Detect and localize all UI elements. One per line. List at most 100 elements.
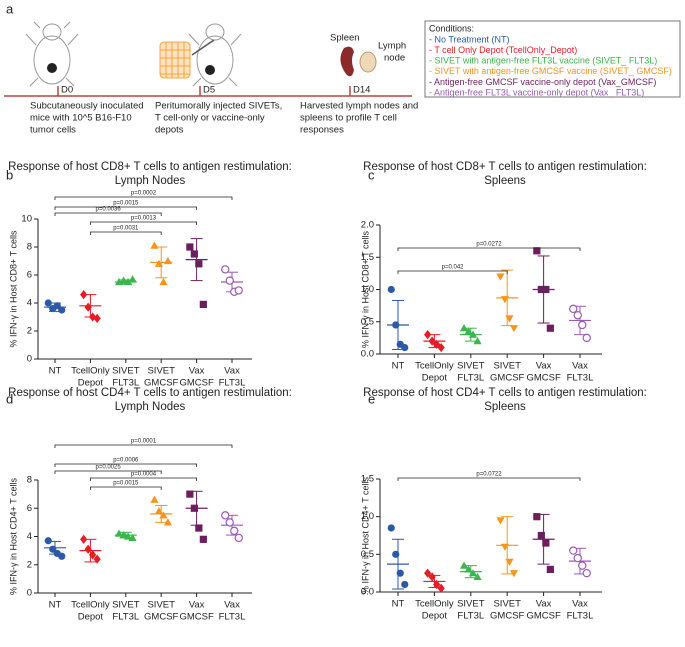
syringe: [191, 39, 215, 56]
data-point: [578, 561, 587, 570]
data-point: [573, 553, 582, 563]
data-point: [546, 324, 554, 332]
condition-item: - SIVET with antigen-free FLT3L vaccine …: [429, 56, 657, 66]
y-tick-label: 1.0: [361, 511, 374, 522]
data-point: [53, 302, 61, 310]
data-point: [119, 276, 128, 284]
organ-label: Spleen: [330, 33, 360, 44]
data-point: [424, 330, 432, 340]
data-point: [195, 524, 203, 532]
x-tick-label: NT: [49, 600, 62, 611]
x-tick-label: FLT3L: [112, 378, 139, 389]
significance-bracket: [54, 470, 162, 474]
data-point: [190, 250, 198, 258]
data-point: [58, 552, 66, 560]
data-point: [468, 330, 478, 338]
data-point: [433, 579, 441, 590]
chart-title: Response of host CD8+ T cells to antigen…: [363, 161, 647, 173]
data-point: [84, 302, 92, 312]
p-value: p=0.0013: [131, 216, 157, 222]
data-point: [49, 545, 57, 553]
significance-bracket: [90, 477, 197, 481]
data-point: [401, 343, 409, 352]
x-tick-label: Vax: [572, 599, 588, 610]
data-point: [433, 339, 441, 349]
data-point: [199, 535, 207, 543]
day-label: D5: [203, 85, 215, 96]
x-tick-label: Vax: [572, 361, 588, 372]
organ-label: Lymph: [378, 41, 406, 52]
x-tick-label: SIVET: [457, 599, 485, 610]
data-point: [123, 532, 133, 540]
data-point: [533, 247, 541, 255]
data-point: [459, 561, 469, 569]
data-point: [119, 530, 128, 539]
significance-bracket: [90, 486, 162, 490]
x-tick-label: SIVET: [493, 361, 521, 372]
data-point: [195, 260, 203, 268]
step-description: Subcutaneously inoculated: [30, 101, 144, 112]
conditions-box: [424, 20, 681, 98]
chart-title: Response of host CD8+ T cells to antigen…: [8, 161, 292, 173]
data-point: [221, 511, 230, 520]
data-point: [234, 533, 243, 543]
day-label: D0: [61, 85, 73, 96]
data-point: [401, 580, 409, 589]
p-value: p=0.0006: [113, 458, 139, 464]
data-point: [464, 565, 473, 573]
data-point: [186, 490, 194, 498]
data-point: [44, 537, 52, 545]
data-point: [159, 511, 168, 519]
conditions-title: Conditions:: [429, 23, 474, 33]
x-tick-label: SIVET: [457, 361, 485, 372]
step-description: responses: [300, 125, 344, 136]
x-tick-label: Vax: [224, 600, 240, 611]
data-point: [459, 324, 469, 332]
p-value: p=0.0036: [95, 207, 121, 213]
data-point: [123, 277, 133, 286]
data-point: [509, 325, 519, 333]
p-value: p=0.0031: [113, 226, 139, 232]
significance-bracket: [54, 212, 162, 216]
data-point: [154, 259, 164, 267]
x-tick-label: Vax: [536, 599, 552, 610]
y-tick-label: 0.0: [361, 587, 374, 598]
day-label: D14: [353, 85, 370, 96]
data-point: [190, 504, 198, 512]
significance-bracket: [397, 270, 508, 274]
data-point: [582, 568, 591, 578]
data-point: [163, 518, 173, 526]
significance-bracket: [54, 196, 233, 200]
condition-item: - Antigen-free GMCSF vaccine-only depot …: [429, 77, 656, 87]
x-tick-label: Vax: [189, 366, 205, 377]
data-point: [387, 285, 395, 294]
y-axis-label: % IFN-γ in Host CD4+ T cells: [360, 477, 370, 594]
data-point: [234, 286, 243, 295]
organ-label: node: [384, 53, 405, 64]
data-point: [114, 529, 124, 537]
y-tick-label: 1.5: [361, 252, 374, 263]
chart-subtitle: Spleens: [484, 175, 526, 187]
p-value: p=0.0722: [476, 472, 502, 478]
x-tick-label: Vax: [189, 600, 205, 611]
y-tick-label: 0.5: [361, 316, 374, 327]
p-value: p=0.0015: [113, 201, 139, 207]
y-tick-label: 10: [21, 214, 32, 225]
p-value: p=0.0015: [113, 481, 139, 487]
x-tick-label: SIVET: [493, 599, 521, 610]
data-point: [533, 513, 541, 521]
data-point: [573, 311, 582, 320]
p-value: p=0.042: [442, 265, 465, 271]
step-description: tumor cells: [30, 125, 76, 136]
data-point: [396, 569, 404, 577]
data-point: [186, 243, 194, 251]
chart-title: Response of host CD4+ T cells to antigen…: [363, 387, 647, 399]
x-tick-label: GMCSF: [526, 611, 561, 622]
y-tick-label: 1.5: [361, 474, 374, 485]
y-axis-label: % IFN-γ in Host CD4+ T cells: [8, 478, 18, 595]
data-point: [496, 273, 505, 281]
data-point: [500, 296, 510, 304]
chart-subtitle: Lymph Nodes: [115, 401, 186, 413]
y-tick-label: 2.0: [361, 220, 374, 231]
